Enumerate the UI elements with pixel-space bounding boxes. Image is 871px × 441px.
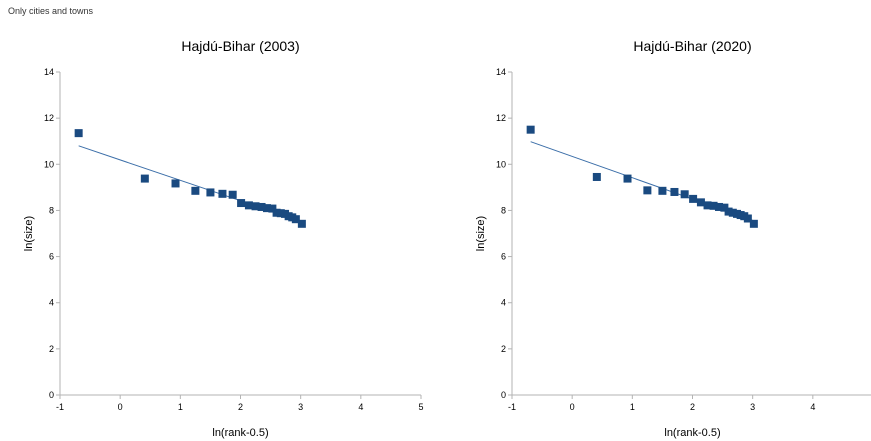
data-point [680,190,689,199]
data-point [643,186,652,195]
data-point [140,174,149,183]
x-tick-label: 1 [178,402,183,412]
x-tick-label: 2 [238,402,243,412]
data-point [206,188,215,197]
data-point [743,214,752,223]
data-point [191,186,200,195]
data-point [268,204,277,213]
y-tick-label: 4 [49,298,54,308]
y-tick-label: 14 [496,67,506,77]
data-point [658,186,667,195]
y-tick-label: 12 [44,113,54,123]
y-tick-label: 2 [501,344,506,354]
y-tick-label: 6 [501,252,506,262]
x-tick-label: 4 [358,402,363,412]
x-axis-label: ln(rank-0.5) [212,427,268,439]
y-axis-label: ln(size) [23,216,35,251]
y-tick-label: 0 [49,390,54,400]
x-tick-label: 3 [298,402,303,412]
data-point [623,174,632,183]
x-tick-label: 0 [570,402,575,412]
data-point [526,125,535,134]
x-axis-label: ln(rank-0.5) [664,427,720,439]
data-point [709,201,718,210]
data-point [74,129,83,138]
y-tick-label: 10 [44,159,54,169]
y-tick-label: 8 [49,205,54,215]
x-tick-label: -1 [56,402,64,412]
data-point [724,207,733,216]
data-point [244,201,253,210]
data-point [291,215,300,224]
data-point [670,187,679,196]
x-tick-label: 1 [630,402,635,412]
data-point [592,172,601,181]
data-point [276,209,285,218]
data-point [720,203,729,212]
x-tick-label: 3 [750,402,755,412]
page-caption: Only cities and towns [8,6,94,16]
data-point [714,202,723,211]
y-axis-label: ln(size) [475,216,487,251]
x-tick-label: 2 [690,402,695,412]
y-tick-label: 14 [44,67,54,77]
data-point [696,198,705,207]
x-tick-label: 0 [118,402,123,412]
y-tick-label: 0 [501,390,506,400]
y-tick-label: 10 [496,159,506,169]
data-point [251,202,260,211]
x-tick-label: 4 [810,402,815,412]
data-point [728,208,737,217]
y-tick-label: 4 [501,298,506,308]
y-tick-label: 12 [496,113,506,123]
data-point [262,204,271,213]
y-tick-label: 8 [501,205,506,215]
y-tick-label: 6 [49,252,54,262]
x-tick-label: -1 [508,402,516,412]
data-point [237,199,246,208]
data-point [218,189,227,198]
chart-title: Hajdú-Bihar (2020) [633,38,751,54]
data-point [297,219,306,228]
data-point [171,179,180,188]
data-point [749,219,758,228]
data-point [228,190,237,199]
y-tick-label: 2 [49,344,54,354]
x-tick-label: 5 [418,402,423,412]
data-point [272,208,281,217]
data-point [257,202,266,211]
data-point [689,194,698,203]
chart-title: Hajdú-Bihar (2003) [181,38,299,54]
data-point [703,201,712,210]
